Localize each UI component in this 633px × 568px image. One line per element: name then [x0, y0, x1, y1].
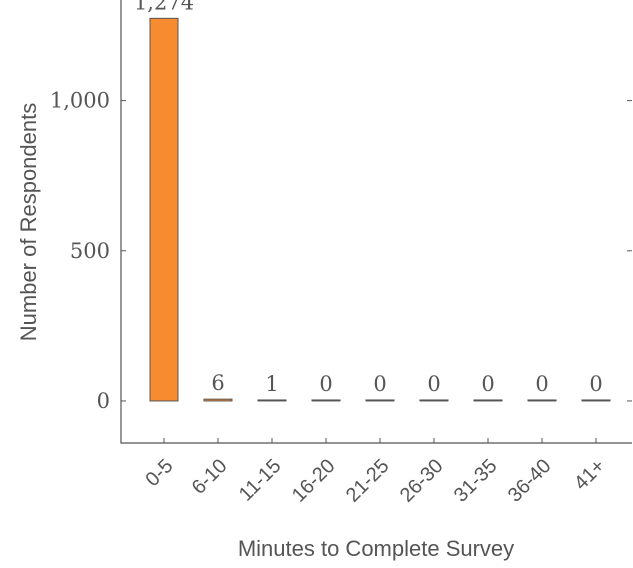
- x-axis-title: Minutes to Complete Survey: [238, 536, 514, 561]
- y-tick-label: 1,000: [50, 89, 110, 113]
- x-tick-label: 16-20: [288, 455, 340, 507]
- bar: [311, 399, 341, 402]
- bar-value-label: 0: [427, 372, 440, 396]
- x-axis-ticks: 0-5 6-10 11-15 16-20 21-25 26-30 31-35 36-40 41+: [142, 438, 610, 507]
- y-tick-label: 500: [70, 239, 110, 263]
- bar-value-label: 6: [211, 371, 224, 395]
- bar-value-label: 0: [319, 372, 332, 396]
- bar-value-label: 1: [265, 372, 278, 396]
- x-tick-label: 6-10: [188, 455, 232, 499]
- bar-value-label: 0: [589, 372, 602, 396]
- bar: [527, 399, 557, 402]
- x-tick-label: 26-30: [396, 455, 448, 507]
- bar-value-label: 0: [535, 372, 548, 396]
- bar: [581, 399, 611, 402]
- y-axis-ticks: 0 500 1,000: [50, 89, 632, 413]
- bar: [419, 399, 449, 402]
- x-tick-label: 21-25: [342, 455, 394, 507]
- axis-frame: [120, 0, 632, 444]
- bar: [203, 398, 233, 402]
- y-axis-title: Number of Respondents: [16, 103, 41, 341]
- x-tick-label: 31-35: [450, 455, 502, 507]
- x-tick-label: 41+: [570, 455, 610, 495]
- bars: [149, 17, 611, 402]
- x-tick-label: 36-40: [504, 455, 556, 507]
- bar-value-label: 0: [481, 372, 494, 396]
- bar-value-label: 0: [373, 372, 386, 396]
- bar: [149, 17, 179, 402]
- data-labels: 1,274 6 1 0 0 0 0 0 0: [134, 0, 603, 396]
- x-tick-label: 11-15: [235, 455, 286, 506]
- x-tick-label: 0-5: [142, 455, 178, 491]
- y-tick-label: 0: [97, 389, 110, 413]
- bar: [365, 399, 395, 402]
- bar: [257, 399, 287, 402]
- bar: [473, 399, 503, 402]
- bar-value-label: 1,274: [134, 0, 194, 14]
